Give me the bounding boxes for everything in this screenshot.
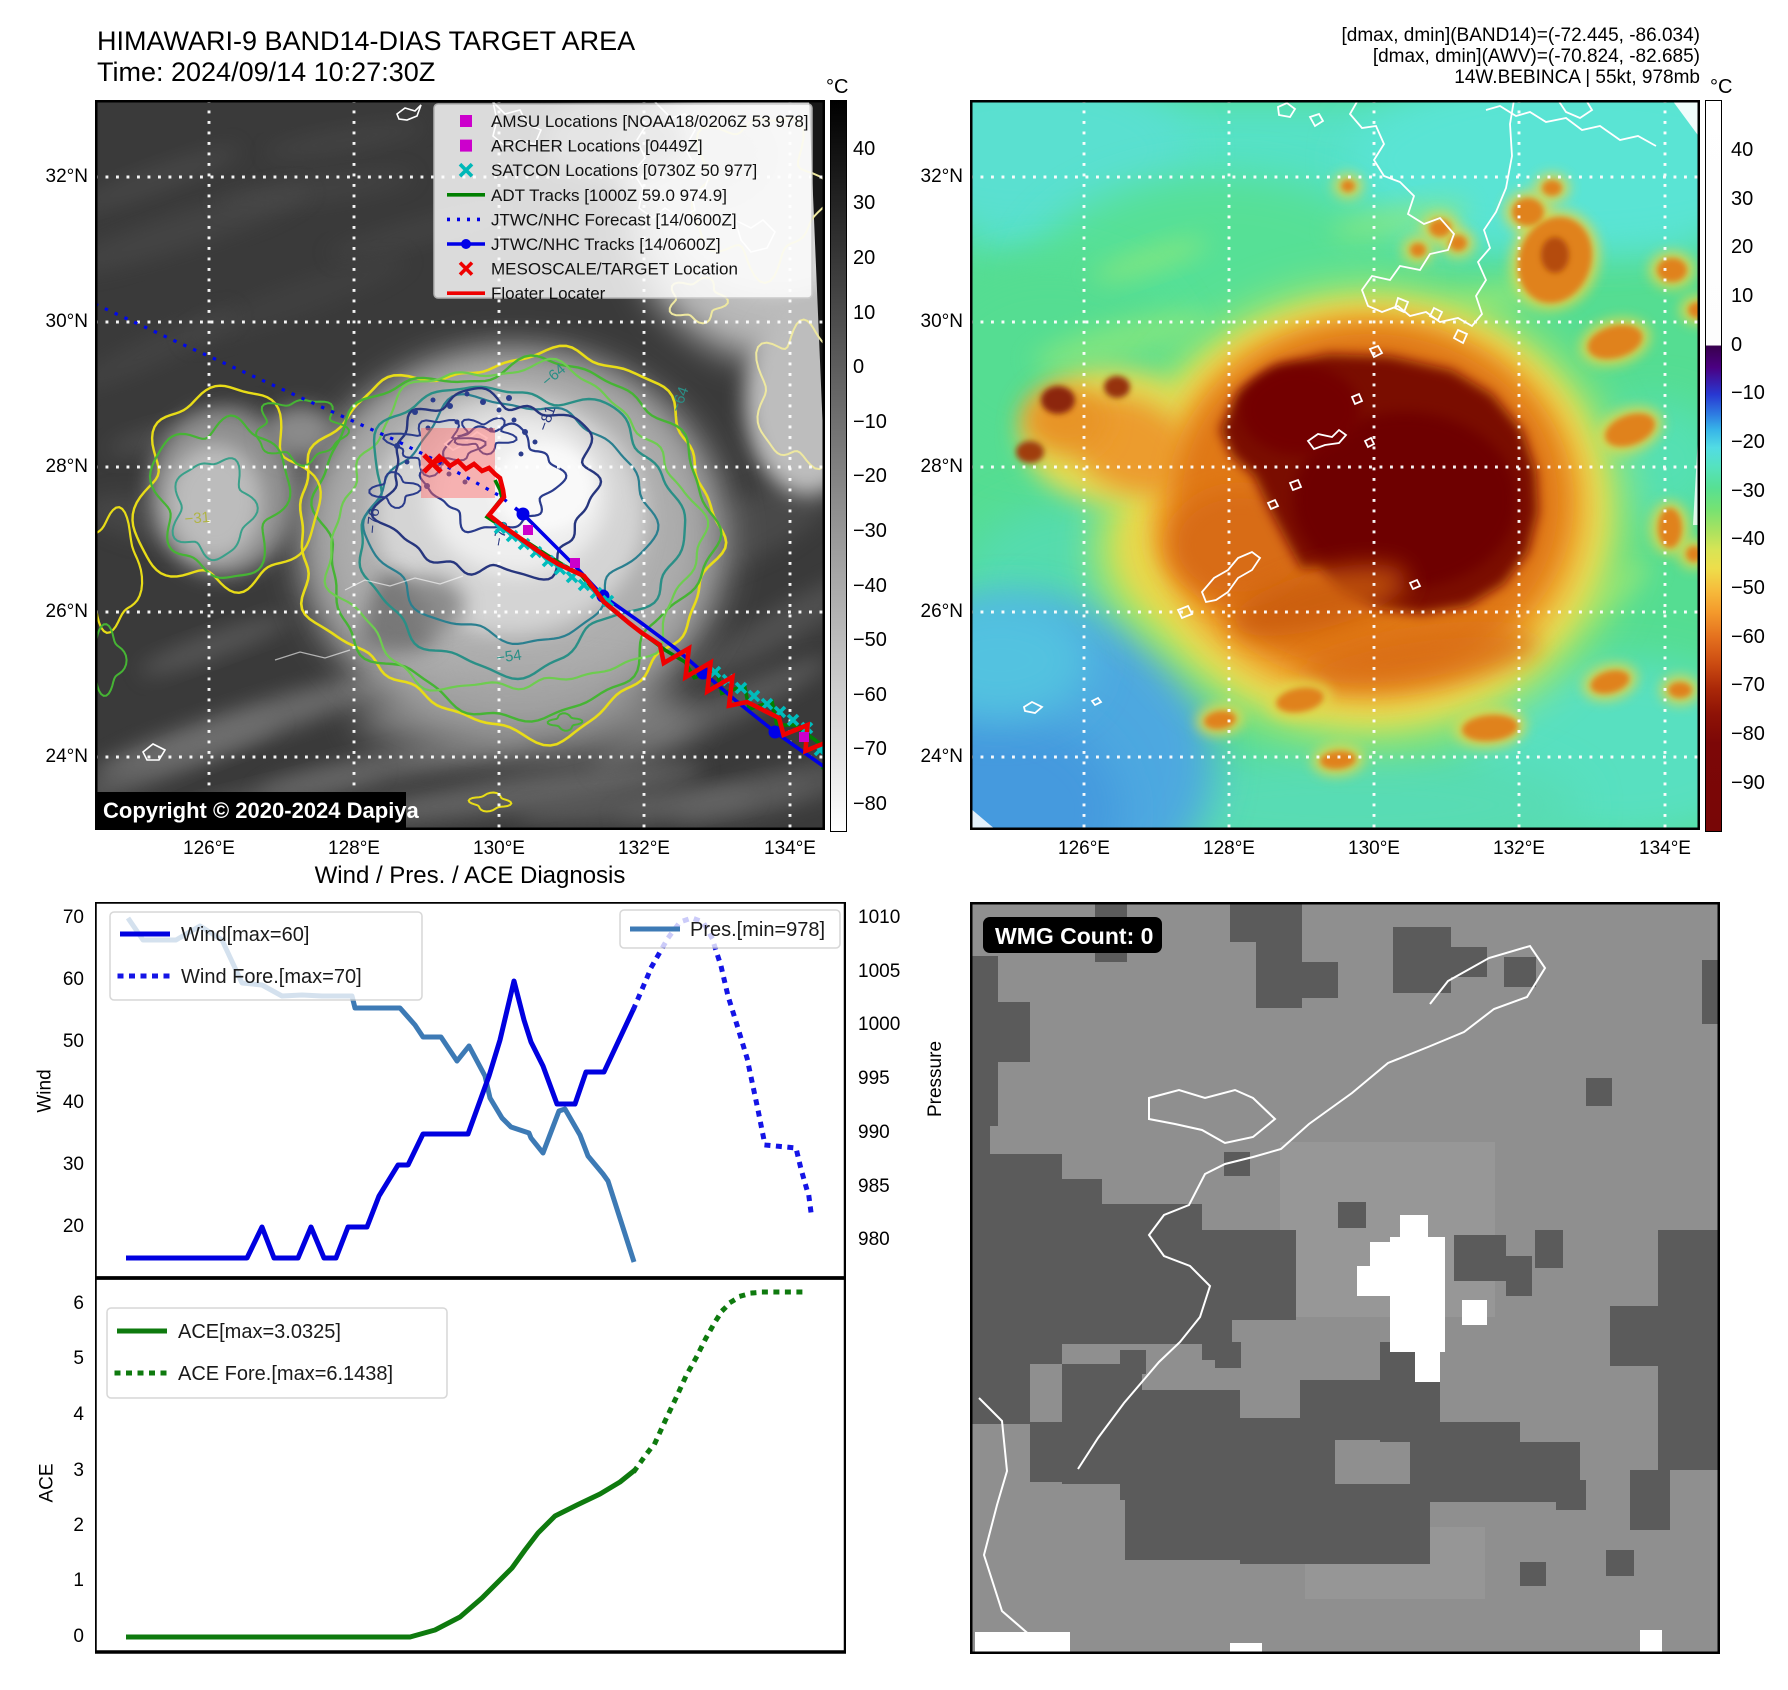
svg-text:ACE Fore.[max=6.1438]: ACE Fore.[max=6.1438] xyxy=(178,1363,393,1385)
svg-text:ARCHER Locations [0449Z]: ARCHER Locations [0449Z] xyxy=(491,137,703,156)
svg-text:WMG Count: 0: WMG Count: 0 xyxy=(995,923,1153,949)
svg-text:Copyright © 2020-2024 Dapiya: Copyright © 2020-2024 Dapiya xyxy=(103,798,420,823)
svg-text:Wind Fore.[max=70]: Wind Fore.[max=70] xyxy=(181,966,362,988)
svg-text:Floater Locater: Floater Locater xyxy=(491,284,606,303)
svg-text:−54: −54 xyxy=(495,647,523,667)
svg-text:SATCON Locations [0730Z 50 977: SATCON Locations [0730Z 50 977] xyxy=(491,161,757,180)
svg-text:AMSU Locations [NOAA18/0206Z 5: AMSU Locations [NOAA18/0206Z 53 978] xyxy=(491,112,809,131)
svg-text:Pres.[min=978]: Pres.[min=978] xyxy=(690,919,825,941)
svg-text:−31: −31 xyxy=(184,509,211,528)
svg-text:JTWC/NHC Forecast [14/0600Z]: JTWC/NHC Forecast [14/0600Z] xyxy=(491,210,737,229)
svg-text:−76: −76 xyxy=(364,508,383,535)
svg-text:Wind[max=60]: Wind[max=60] xyxy=(181,924,309,946)
svg-text:MESOSCALE/TARGET Location: MESOSCALE/TARGET Location xyxy=(491,260,738,279)
svg-text:JTWC/NHC Tracks [14/0600Z]: JTWC/NHC Tracks [14/0600Z] xyxy=(491,235,721,254)
svg-text:ACE[max=3.0325]: ACE[max=3.0325] xyxy=(178,1321,341,1343)
svg-text:ADT Tracks [1000Z 59.0 974.9]: ADT Tracks [1000Z 59.0 974.9] xyxy=(491,186,727,205)
